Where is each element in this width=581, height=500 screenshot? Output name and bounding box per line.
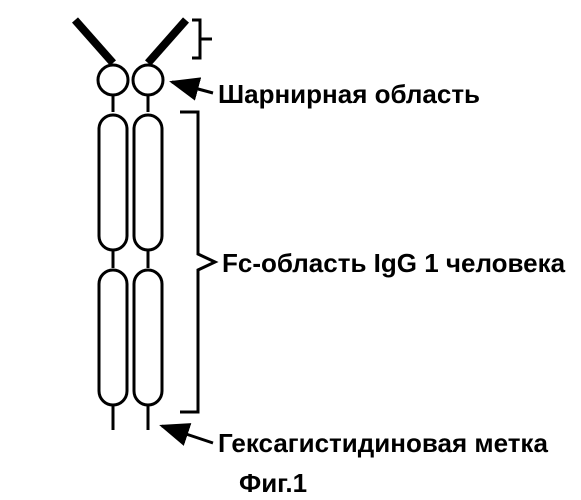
label-hinge: Шарнирная область <box>218 79 480 109</box>
hinge-arrow <box>172 82 213 93</box>
figure-caption: Фиг.1 <box>239 468 307 498</box>
fc-bracket <box>180 112 215 412</box>
hinge-circle-left <box>98 65 128 95</box>
antenna-right <box>148 20 186 63</box>
figure-diagram: Шарнирная область Fc-область IgG 1 челов… <box>0 0 581 500</box>
his-arrow <box>162 426 213 443</box>
antenna-left <box>75 20 113 63</box>
domain-left-2 <box>99 270 127 405</box>
label-fc: Fc-область IgG 1 человека <box>222 248 566 278</box>
domain-right-2 <box>134 270 162 405</box>
domain-right-1 <box>134 115 162 250</box>
hinge-circle-right <box>133 65 163 95</box>
label-his: Гексагистидиновая метка <box>218 428 548 458</box>
domain-left-1 <box>99 115 127 250</box>
top-bracket <box>192 20 212 58</box>
